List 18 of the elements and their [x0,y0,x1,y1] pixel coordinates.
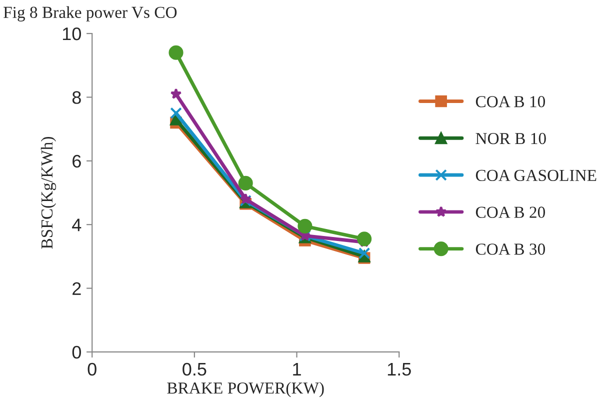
x-tick-label: 0.5 [182,362,206,376]
legend-label: COA GASOLINE [476,170,596,182]
y-tick-label: 0 [72,346,81,359]
y-tick-label: 4 [72,218,82,232]
chart-title: Fig 8 Brake power Vs CO [4,6,177,22]
x-tick-label: 1 [293,363,301,376]
legend-label: COA B 30 [476,244,545,255]
x-tick-label: 1.5 [388,363,411,376]
y-tick-label: 8 [72,91,81,104]
y-tick-label: 10 [62,27,81,40]
legend-label: NOR B 10 [476,132,546,144]
y-tick-label: 6 [72,154,81,168]
y-axis-title: BSFC(Kg/KWh) [40,136,56,249]
x-tick-label: 0 [88,362,96,376]
legend-label: COA B 10 [476,96,545,108]
x-axis-title: BRAKE POWER(KW) [167,382,324,398]
legend-label: COA B 20 [476,206,545,218]
y-tick-label: 2 [72,282,81,295]
